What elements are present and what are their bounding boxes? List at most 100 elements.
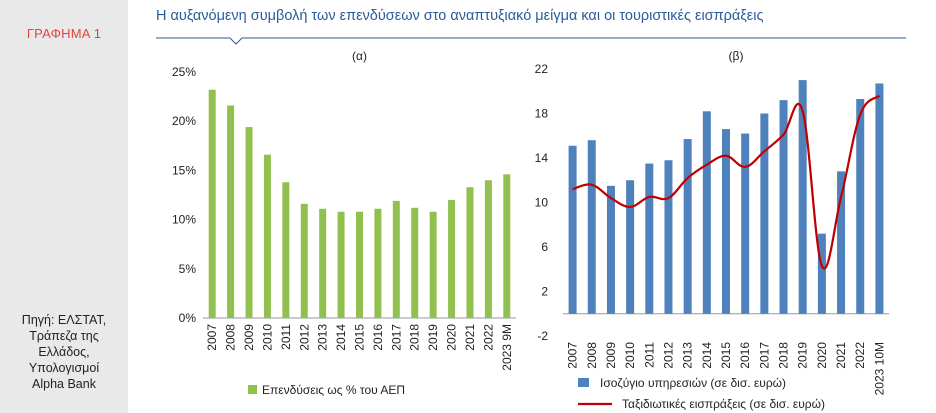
x-tick-label-b: 2014: [700, 342, 714, 369]
bar-services-balance: [626, 180, 635, 314]
bar-investment: [411, 207, 419, 318]
x-tick-label-a: 2011: [279, 324, 293, 350]
source-line: Τράπεζα της: [29, 329, 99, 343]
x-tick-label-a: 2008: [224, 324, 238, 351]
bar-investment: [227, 105, 235, 319]
x-tick-label-b: 2016: [738, 342, 752, 369]
title-underline: [156, 37, 906, 45]
y-tick-label-b: 10: [535, 196, 549, 210]
legend-label-investment: Επενδύσεις ως % του ΑΕΠ: [262, 383, 405, 397]
x-tick-label-b: 2009: [604, 342, 618, 369]
bar-investment: [300, 203, 308, 318]
x-tick-label-a: 2023 9M: [500, 324, 514, 371]
y-tick-label-b: 2: [541, 285, 548, 299]
x-tick-label-a: 2018: [408, 324, 422, 351]
x-tick-label-b: 2021: [834, 342, 848, 369]
x-tick-label-b: 2008: [585, 342, 599, 369]
y-tick-label-b: -2: [537, 329, 548, 343]
bar-services-balance: [798, 80, 807, 314]
source-line: Πηγή: ΕΛΣΤΑΤ,: [21, 313, 107, 327]
y-tick-label-b: 14: [535, 151, 549, 165]
bar-services-balance: [837, 171, 846, 314]
x-tick-label-a: 2020: [445, 324, 459, 351]
bar-services-balance: [722, 129, 730, 314]
x-tick-label-a: 2009: [242, 324, 256, 351]
bar-services-balance: [760, 113, 769, 314]
x-tick-label-b: 2022: [853, 342, 867, 369]
line-travel-receipts: [572, 94, 881, 270]
x-tick-label-b: 2013: [681, 342, 695, 369]
y-tick-label-b: 6: [541, 240, 548, 254]
bar-investment: [374, 208, 382, 318]
bar-investment: [356, 211, 363, 318]
x-tick-label-a: 2017: [389, 324, 403, 351]
bar-services-balance: [817, 233, 826, 314]
x-tick-label-a: 2013: [316, 324, 330, 351]
y-tick-label-a: 10%: [172, 213, 196, 227]
bar-services-balance: [856, 99, 865, 314]
y-tick-label-a: 5%: [179, 262, 197, 276]
graph-label: ΓΡΑΦΗΜΑ 1: [26, 26, 102, 41]
bar-services-balance: [875, 83, 884, 314]
x-tick-label-b: 2010: [623, 342, 637, 369]
legend-swatch-services-balance: [578, 378, 589, 387]
x-tick-label-b: 2018: [777, 342, 791, 369]
bar-services-balance: [587, 140, 596, 314]
x-tick-label-a: 2021: [463, 324, 477, 351]
x-tick-label-b: 2007: [566, 342, 580, 369]
x-tick-label-a: 2010: [260, 324, 274, 351]
bar-investment: [466, 187, 474, 318]
y-tick-label-a: 0%: [179, 311, 197, 325]
subtitle-a: (α): [352, 49, 367, 63]
x-tick-label-b: 2023 10M: [872, 342, 886, 395]
source-line: Ελλάδος,: [38, 345, 90, 359]
x-tick-label-a: 2022: [481, 324, 495, 351]
bar-investment: [503, 174, 511, 318]
x-tick-label-b: 2019: [796, 342, 810, 369]
x-tick-label-b: 2020: [815, 342, 829, 369]
x-tick-label-a: 2016: [371, 324, 385, 351]
x-tick-label-b: 2015: [719, 342, 733, 369]
bar-investment: [484, 180, 492, 318]
bar-services-balance: [741, 133, 750, 314]
x-tick-label-a: 2014: [334, 324, 348, 351]
x-tick-label-a: 2012: [297, 324, 311, 351]
legend-label-travel-receipts: Ταξιδιωτικές εισπράξεις (σε δισ. ευρώ): [622, 397, 825, 411]
bar-investment: [337, 211, 345, 318]
bar-investment: [448, 199, 456, 318]
x-tick-label-a: 2015: [353, 324, 367, 351]
y-tick-label-a: 15%: [172, 163, 196, 177]
bar-investment: [392, 200, 400, 318]
legend-label-services-balance: Ισοζύγιο υπηρεσιών (σε δισ. ευρώ): [600, 376, 786, 390]
y-tick-label-b: 22: [535, 62, 549, 76]
bar-services-balance: [702, 111, 711, 314]
x-tick-label-b: 2012: [661, 342, 675, 369]
bar-services-balance: [568, 145, 577, 314]
bar-services-balance: [683, 139, 692, 314]
bar-investment: [208, 89, 216, 318]
bar-investment: [429, 211, 437, 318]
x-tick-label-a: 2019: [426, 324, 440, 351]
bar-investment: [319, 208, 327, 318]
figure-title: Η αυξανόμενη συμβολή των επενδύσεων στο …: [156, 8, 764, 24]
source-line: Alpha Bank: [32, 377, 96, 391]
bar-investment: [245, 127, 253, 318]
bar-services-balance: [779, 100, 788, 314]
subtitle-b: (β): [729, 49, 744, 63]
y-tick-label-a: 20%: [172, 114, 196, 128]
legend-swatch-investment: [248, 385, 257, 394]
bar-services-balance: [606, 185, 615, 314]
source-note: Πηγή: ΕΛΣΤΑΤ, Τράπεζα της Ελλάδος, Υπολο…: [0, 312, 128, 392]
bar-services-balance: [645, 163, 654, 314]
source-line: Υπολογισμοί: [28, 361, 100, 375]
sidebar: ΓΡΑΦΗΜΑ 1 Πηγή: ΕΛΣΤΑΤ, Τράπεζα της Ελλά…: [0, 0, 128, 413]
y-tick-label-b: 18: [535, 107, 549, 121]
bar-services-balance: [664, 160, 673, 314]
bar-investment: [282, 182, 290, 318]
x-tick-label-b: 2011: [642, 342, 656, 368]
x-tick-label-b: 2017: [757, 342, 771, 369]
bar-investment: [263, 154, 271, 318]
x-tick-label-a: 2007: [205, 324, 219, 351]
y-tick-label-a: 25%: [172, 65, 196, 79]
